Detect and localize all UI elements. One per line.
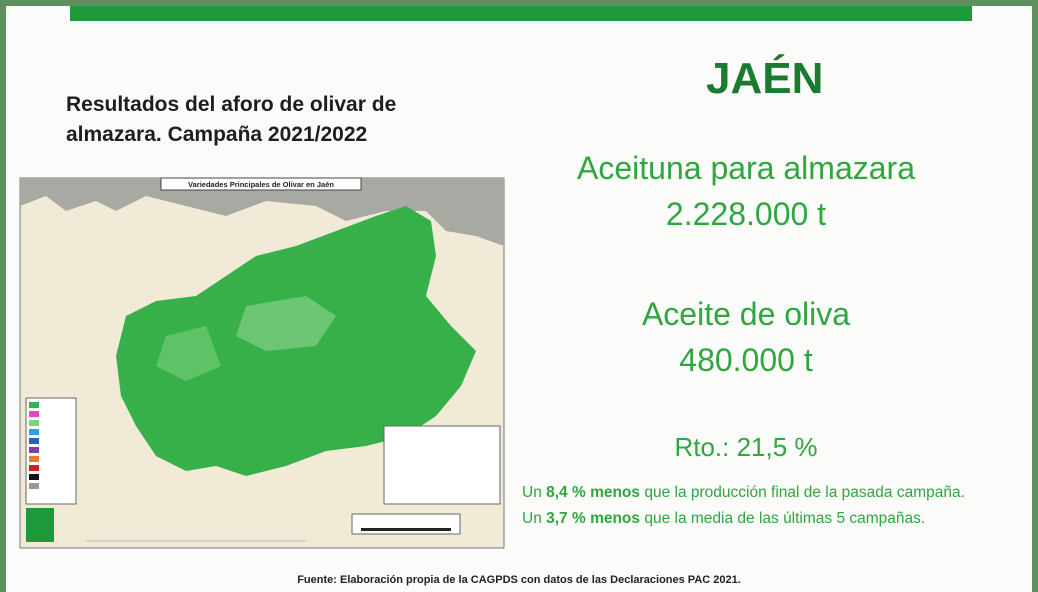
note-text: que la media de las últimas 5 campañas. [640,510,926,527]
note-bold: 3,7 % menos [546,510,641,527]
map-texture [156,326,221,381]
oil-label: Aceite de oliva [641,296,851,332]
note-bold: 8,4 % menos [546,484,641,501]
olive-value: 2.228.000 t [665,196,827,232]
note: Un 3,7 % menos que la media de las últim… [522,510,925,528]
slide-title: Resultados del aforo de olivar de almaza… [66,93,397,146]
map: Variedades Principales de Olivar en Jaén [19,177,505,549]
top-bar [70,6,972,21]
map-title-box [160,177,362,191]
map-texture [236,296,336,351]
slide: Variedades Principales de Olivar en Jaén… [6,6,1032,592]
map-table [383,425,501,505]
note-text: que la producción final de la pasada cam… [640,484,965,501]
region: JAÉN [706,54,824,103]
logo [26,508,54,542]
olive-label: Aceituna para almazara [577,150,915,186]
map-neighbor [20,178,504,246]
source: Fuente: Elaboración propia de la CAGPDS … [297,574,741,586]
map-title: Variedades Principales de Olivar en Jaén [188,180,334,189]
oil-value: 480.000 t [679,342,813,378]
note-text: Un [522,510,547,527]
yield: Rto.: 21,5 % [674,432,818,462]
note-text: Un [522,484,547,501]
legend-swatches [29,402,39,489]
scale-bar [361,528,451,531]
note: Un 8,4 % menos que la producción final d… [522,484,965,502]
